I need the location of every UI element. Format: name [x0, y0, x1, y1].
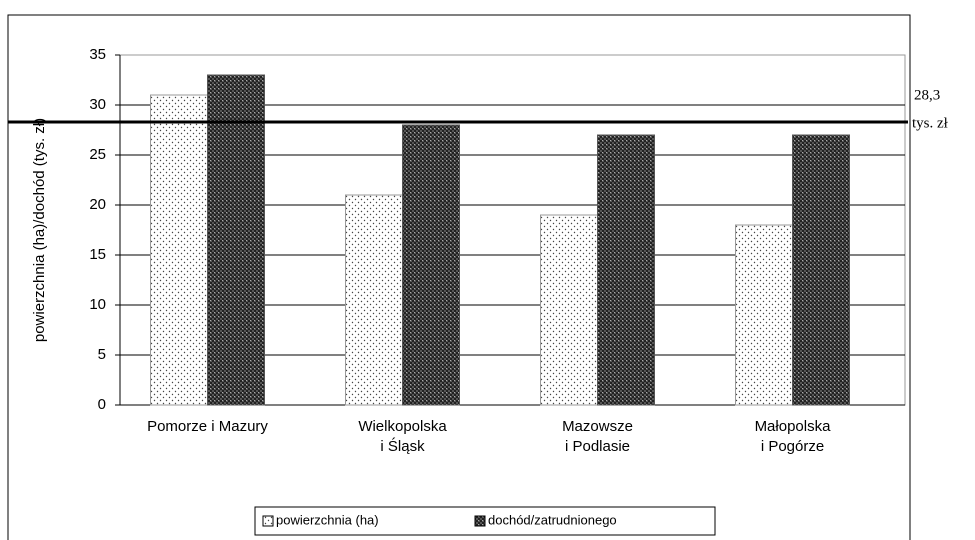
y-tick-label: 35 — [89, 46, 106, 63]
reference-label: 28,3 — [914, 87, 940, 103]
bar — [402, 124, 460, 406]
y-tick-label: 30 — [89, 96, 106, 113]
x-tick-label-line: Wielkopolska — [358, 418, 447, 435]
x-tick-label-line: Pomorze i Mazury — [147, 418, 268, 435]
x-tick-label-line: i Śląsk — [380, 437, 425, 455]
bar — [735, 224, 793, 406]
x-tick-label: Małopolska i Pogórze — [755, 418, 832, 455]
x-tick-label-line: i Podlasie — [565, 438, 630, 455]
y-tick-label: 10 — [89, 296, 106, 313]
bar — [150, 94, 208, 406]
y-tick-label: 20 — [89, 196, 106, 213]
legend-label: powierzchnia (ha) — [276, 512, 379, 527]
legend-swatch — [262, 515, 274, 527]
x-tick-label: Pomorze i Mazury — [147, 418, 268, 435]
bar — [207, 74, 265, 406]
bar — [540, 214, 598, 406]
chart-frame — [7, 14, 911, 540]
bar — [792, 134, 850, 406]
x-tick-label: Mazowsze i Podlasie — [562, 418, 633, 455]
bar — [597, 134, 655, 406]
x-tick-label-line: Mazowsze — [562, 418, 633, 435]
legend-swatch — [474, 515, 486, 527]
y-tick-label: 5 — [98, 346, 106, 363]
x-tick-label-line: i Pogórze — [761, 438, 824, 455]
y-axis-label: powierzchnia (ha)/dochód (tys. zł) — [31, 118, 48, 342]
y-tick-label: 0 — [98, 396, 106, 413]
legend-label: dochód/zatrudnionego — [488, 512, 617, 527]
reference-unit: tys. zł — [912, 115, 949, 131]
bar — [345, 194, 403, 406]
y-tick-label: 25 — [89, 146, 106, 163]
x-tick-label-line: Małopolska — [755, 418, 832, 435]
y-tick-label: 15 — [89, 246, 106, 263]
x-tick-label: Wielkopolska i Śląsk — [358, 418, 447, 455]
